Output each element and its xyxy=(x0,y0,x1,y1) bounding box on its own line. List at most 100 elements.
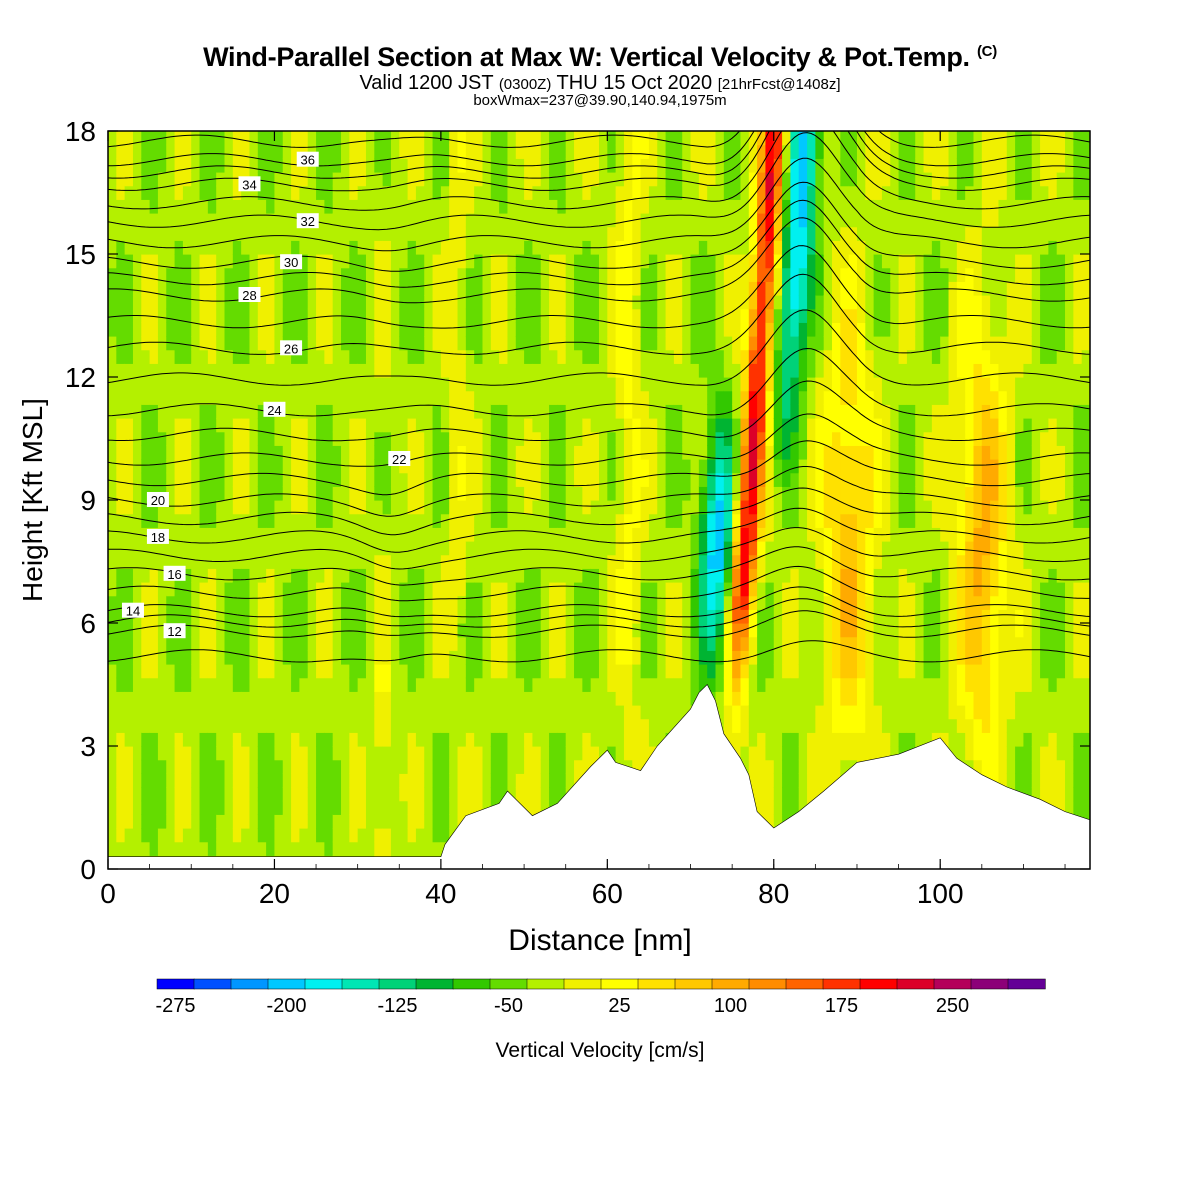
w-cell xyxy=(457,554,467,569)
w-cell xyxy=(665,213,675,228)
w-cell xyxy=(307,431,317,446)
w-cell xyxy=(407,363,417,378)
w-cell xyxy=(324,582,334,597)
w-cell xyxy=(490,322,500,337)
w-cell xyxy=(440,199,450,214)
w-cell xyxy=(715,664,725,679)
w-cell xyxy=(865,513,875,528)
w-cell xyxy=(365,814,375,829)
w-cell xyxy=(149,554,159,569)
w-cell xyxy=(707,131,717,146)
w-cell xyxy=(349,431,359,446)
w-cell xyxy=(740,431,750,446)
w-cell xyxy=(207,226,217,241)
w-cell xyxy=(632,363,642,378)
w-cell xyxy=(207,705,217,720)
w-cell xyxy=(199,322,209,337)
w-cell xyxy=(823,158,833,173)
w-cell xyxy=(748,650,758,665)
w-cell xyxy=(124,349,134,364)
w-cell xyxy=(574,404,583,419)
w-cell xyxy=(390,377,400,392)
w-cell xyxy=(157,267,167,282)
w-cell xyxy=(166,322,176,337)
w-cell xyxy=(823,131,833,146)
w-cell xyxy=(665,199,675,214)
w-cell xyxy=(590,595,600,610)
w-cell xyxy=(607,636,617,651)
w-cell xyxy=(349,759,359,774)
w-cell xyxy=(773,595,783,610)
w-cell xyxy=(332,418,342,433)
w-cell xyxy=(316,486,325,501)
w-cell xyxy=(207,841,217,856)
w-cell xyxy=(698,377,708,392)
w-cell xyxy=(241,828,251,843)
w-cell xyxy=(182,349,192,364)
w-cell xyxy=(507,267,517,282)
w-cell xyxy=(449,418,459,433)
w-cell xyxy=(207,568,217,583)
w-cell xyxy=(332,295,342,310)
w-cell xyxy=(574,377,583,392)
w-cell xyxy=(116,500,126,515)
w-cell xyxy=(540,705,550,720)
w-cell xyxy=(182,705,192,720)
w-cell xyxy=(157,281,167,296)
w-cell xyxy=(374,185,384,200)
w-cell xyxy=(124,431,134,446)
w-cell xyxy=(399,814,409,829)
w-cell xyxy=(698,199,708,214)
w-cell xyxy=(199,185,209,200)
w-cell xyxy=(848,664,858,679)
w-cell xyxy=(132,718,142,733)
w-cell xyxy=(723,390,733,405)
w-cell xyxy=(873,650,883,665)
w-cell xyxy=(499,541,509,556)
w-cell xyxy=(291,609,300,624)
w-cell xyxy=(532,677,542,692)
w-cell xyxy=(465,623,475,638)
w-cell xyxy=(108,322,117,337)
w-cell xyxy=(823,322,833,337)
w-cell xyxy=(815,746,825,761)
w-cell xyxy=(482,459,492,474)
w-cell xyxy=(116,664,126,679)
w-cell xyxy=(174,500,184,515)
w-cell xyxy=(757,322,767,337)
w-cell xyxy=(108,568,117,583)
w-cell xyxy=(465,185,475,200)
w-cell xyxy=(632,732,642,747)
w-cell xyxy=(191,732,201,747)
w-cell xyxy=(515,636,525,651)
w-cell xyxy=(815,513,825,528)
w-cell xyxy=(632,322,642,337)
w-cell xyxy=(440,718,450,733)
w-cell xyxy=(732,172,742,187)
w-cell xyxy=(224,144,234,159)
w-cell xyxy=(415,677,425,692)
w-cell xyxy=(199,158,209,173)
w-cell xyxy=(282,131,292,146)
w-cell xyxy=(815,718,825,733)
w-cell xyxy=(574,650,583,665)
w-cell xyxy=(657,677,667,692)
w-cell xyxy=(374,664,384,679)
w-cell xyxy=(657,240,667,255)
w-cell xyxy=(174,226,184,241)
w-cell xyxy=(116,787,126,802)
w-cell xyxy=(765,582,775,597)
w-cell xyxy=(648,677,658,692)
w-cell xyxy=(166,732,176,747)
w-cell xyxy=(782,746,791,761)
w-cell xyxy=(157,732,167,747)
w-cell xyxy=(257,636,267,651)
w-cell xyxy=(349,554,359,569)
w-cell xyxy=(199,609,209,624)
w-cell xyxy=(565,158,575,173)
w-cell xyxy=(832,705,841,720)
w-cell xyxy=(790,281,800,296)
w-cell xyxy=(274,144,284,159)
w-cell xyxy=(465,541,475,556)
w-cell xyxy=(574,609,583,624)
